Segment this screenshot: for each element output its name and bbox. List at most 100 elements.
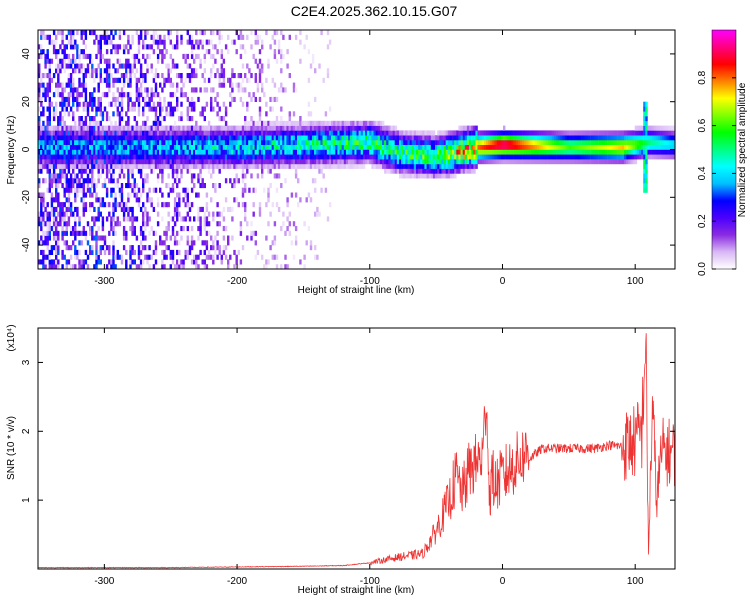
- heatmap-cell: [42, 87, 45, 93]
- heatmap-cell: [297, 202, 300, 208]
- heatmap-cell: [273, 240, 277, 246]
- heatmap-cell: [492, 159, 495, 165]
- heatmap-cell: [299, 120, 302, 126]
- heatmap-cell: [163, 159, 166, 165]
- heatmap-cell: [405, 163, 408, 169]
- heatmap-cell: [44, 235, 47, 241]
- heatmap-cell: [63, 101, 66, 107]
- heatmap-cell: [233, 154, 236, 160]
- heatmap-cell: [231, 39, 234, 45]
- heatmap-cell: [80, 120, 83, 126]
- heatmap-cell: [273, 139, 277, 145]
- heatmap-cell: [562, 135, 565, 141]
- heatmap-cell: [305, 197, 308, 203]
- heatmap-cell: [67, 58, 71, 64]
- heatmap-cell: [643, 144, 646, 150]
- heatmap-cell: [55, 264, 58, 269]
- heatmap-cell: [670, 135, 674, 141]
- heatmap-cell: [305, 130, 308, 136]
- heatmap-cell: [67, 221, 71, 227]
- heatmap-cell: [125, 144, 128, 150]
- heatmap-cell: [430, 173, 434, 179]
- heatmap-cell: [61, 168, 64, 174]
- heatmap-cell: [195, 30, 198, 36]
- heatmap-cell: [48, 154, 51, 160]
- heatmap-cell: [244, 183, 247, 189]
- heatmap-cell: [103, 202, 107, 208]
- heatmap-cell: [216, 111, 219, 117]
- heatmap-cell: [617, 149, 621, 155]
- heatmap-cell: [48, 130, 51, 136]
- heatmap-cell: [303, 254, 306, 260]
- heatmap-cell: [562, 139, 565, 145]
- heatmap-cell: [110, 264, 113, 269]
- figure-title: C2E4.2025.362.10.15.G07: [291, 3, 458, 19]
- heatmap-cell: [161, 87, 164, 93]
- heatmap-cell: [311, 163, 315, 169]
- heatmap-cell: [52, 130, 56, 136]
- heatmap-cell: [95, 135, 98, 141]
- heatmap-cell: [258, 49, 262, 55]
- heatmap-cell: [452, 139, 455, 145]
- heatmap-cell: [399, 149, 402, 155]
- heatmap-cell: [664, 139, 667, 145]
- heatmap-cell: [65, 130, 68, 136]
- heatmap-cell: [568, 130, 572, 136]
- heatmap-cell: [212, 135, 215, 141]
- heatmap-cell: [252, 154, 255, 160]
- heatmap-cell: [224, 44, 228, 50]
- heatmap-cell: [50, 249, 54, 255]
- heatmap-cell: [156, 221, 160, 227]
- heatmap-cell: [522, 135, 525, 141]
- heatmap-cell: [481, 135, 485, 141]
- heatmap-cell: [592, 135, 595, 141]
- heatmap-cell: [69, 44, 73, 50]
- heatmap-cell: [125, 73, 128, 79]
- heatmap-cell: [144, 163, 147, 169]
- heatmap-cell: [203, 159, 206, 165]
- heatmap-cell: [585, 154, 589, 160]
- heatmap-cell: [91, 183, 94, 189]
- heatmap-cell: [447, 168, 451, 174]
- heatmap-cell: [585, 159, 589, 165]
- heatmap-cell: [328, 163, 332, 169]
- heatmap-cell: [69, 154, 73, 160]
- heatmap-cell: [220, 149, 223, 155]
- heatmap-cell: [507, 159, 510, 165]
- heatmap-cell: [178, 202, 181, 208]
- heatmap-cell: [97, 178, 100, 184]
- heatmap-cell: [371, 139, 374, 145]
- heatmap-cell: [156, 178, 160, 184]
- heatmap-cell: [55, 135, 58, 141]
- heatmap-cell: [244, 154, 247, 160]
- heatmap-cell: [156, 159, 160, 165]
- heatmap-cell: [171, 259, 175, 265]
- heatmap-cell: [265, 130, 268, 136]
- heatmap-cell: [222, 125, 226, 131]
- heatmap-cell: [443, 149, 446, 155]
- heatmap-cell: [205, 135, 209, 141]
- heatmap-cell: [634, 159, 638, 165]
- heatmap-cell: [48, 135, 51, 141]
- heatmap-cell: [50, 149, 54, 155]
- heatmap-cell: [182, 144, 185, 150]
- heatmap-cell: [216, 92, 219, 98]
- heatmap-cell: [46, 116, 49, 122]
- heatmap-cell: [65, 206, 68, 212]
- heatmap-cell: [40, 249, 43, 255]
- heatmap-cell: [131, 63, 134, 69]
- heatmap-cell: [80, 125, 83, 131]
- heatmap-cell: [67, 259, 71, 265]
- heatmap-cell: [303, 139, 306, 145]
- heatmap-cell: [203, 139, 206, 145]
- heatmap-cell: [409, 139, 412, 145]
- heatmap-cell: [163, 230, 166, 236]
- colorbar-gradient: [711, 29, 737, 270]
- heatmap-cell: [114, 120, 117, 126]
- heatmap-cell: [89, 245, 92, 251]
- heatmap-cell: [239, 44, 243, 50]
- heatmap-cell: [239, 73, 243, 79]
- heatmap-cell: [169, 130, 172, 136]
- heatmap-cell: [105, 39, 109, 45]
- heatmap-cell: [69, 211, 73, 217]
